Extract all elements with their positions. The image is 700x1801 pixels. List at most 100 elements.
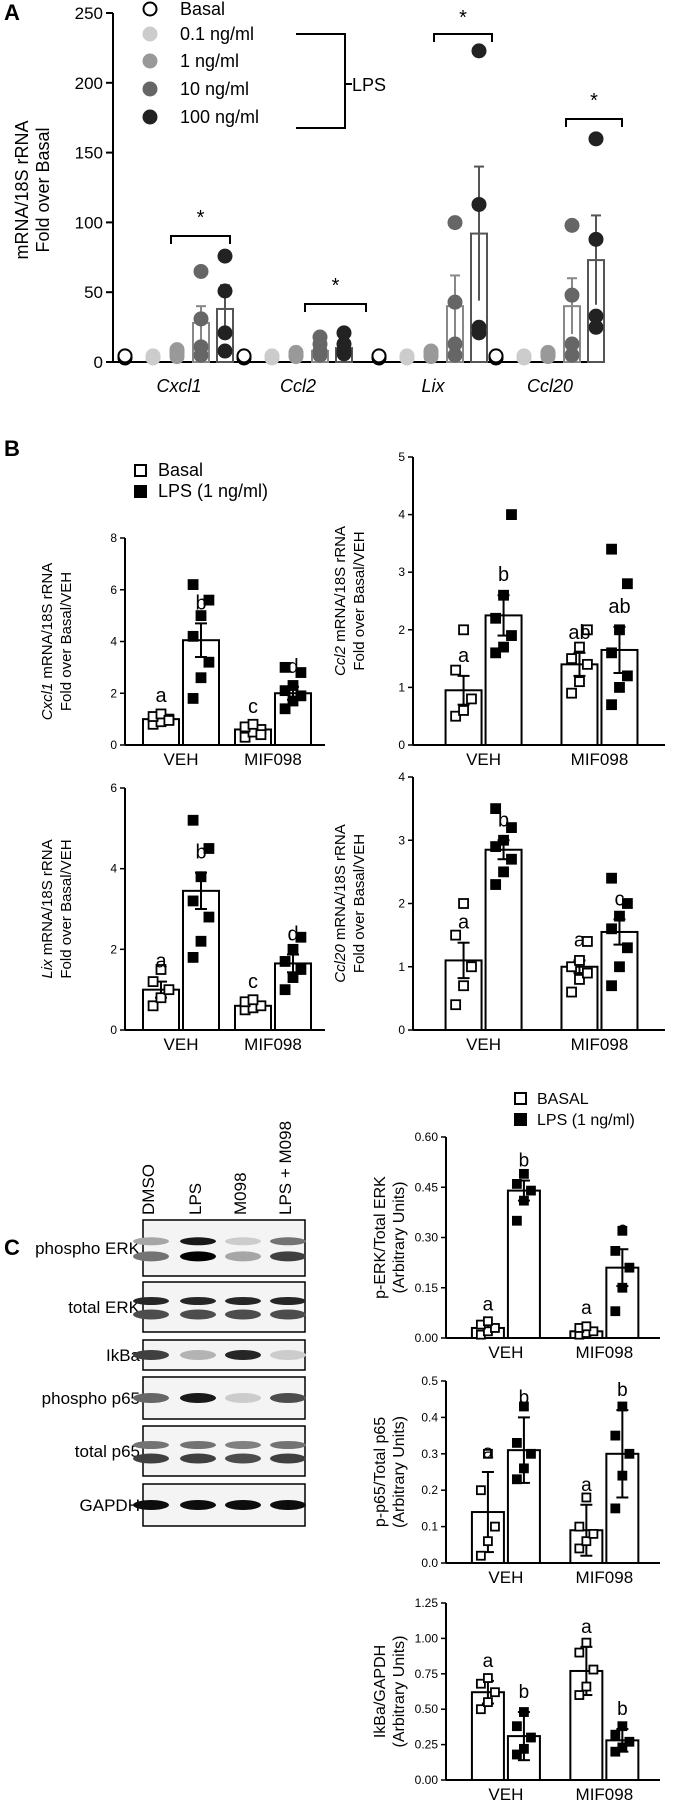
data-point [511,1437,522,1448]
y-tick-label: 4 [110,635,117,649]
data-point [511,1179,522,1189]
data-point [475,1704,486,1715]
data-point [193,263,209,279]
data-point [606,980,617,992]
data-point [458,898,469,909]
data-point [490,612,502,624]
significance-letter: b [519,1387,530,1408]
data-point [193,339,209,355]
data-point [155,964,167,975]
category-label: VEH [488,1568,523,1587]
y-tick-label: 0 [110,1023,117,1037]
data-point [187,814,199,826]
significance-bracket [170,235,231,244]
data-point [574,955,585,966]
blot-band [180,1500,216,1510]
data-point [526,1732,536,1743]
legend-marker [142,81,158,97]
lane-label: LPS [186,1183,205,1215]
y-tick-label: 0.5 [421,1374,438,1388]
blot-band [180,1297,216,1305]
blot-band [270,1393,306,1403]
y-tick-label: 2 [110,942,117,956]
data-point [279,661,291,673]
y-label-gene: Lix [39,959,56,979]
y-axis-label: p-ERK/Total ERK (Arbitrary Units) [372,1176,408,1299]
data-point [614,682,625,693]
category-label: MIF098 [571,1035,629,1054]
data-point [610,1503,621,1514]
data-point [399,348,415,364]
y-axis-label: Cxcl1 mRNA/18S rRNA Fold over Basal/VEH [39,563,75,721]
blot-band [225,1350,261,1360]
y-tick-label: 0.3 [421,1447,438,1461]
significance-star: * [197,207,205,229]
y-label-rest: mRNA/18S rRNA [39,839,56,959]
y-tick-label: 3 [398,565,405,579]
y-label-line: Fold over Basal [33,127,53,252]
data-point [624,1448,635,1459]
y-label-rest: mRNA/18S rRNA [39,563,56,683]
y-label-line: Fold over Basal/VEH [58,839,75,978]
data-point [498,641,509,653]
y-axis-label: p-p65/Total p65 (Arbitrary Units) [372,1416,408,1528]
data-point [450,710,462,722]
data-point [187,952,199,963]
y-tick-label: 6 [110,583,117,597]
data-point [606,923,617,935]
data-point [574,1521,585,1532]
data-point [581,1321,592,1332]
data-point [540,344,556,360]
data-point [519,1707,529,1717]
data-point [490,803,502,815]
data-point [169,342,185,358]
category-label: VEH [488,1785,523,1801]
category-label: MIF098 [576,1568,634,1587]
y-label-line: Lix mRNA/18S rRNA [39,839,56,978]
category-label: MIF098 [571,750,629,769]
data-point [295,931,307,943]
data-point [147,1000,159,1012]
data-point [193,311,209,327]
y-tick-label: 1 [398,680,405,694]
data-point [617,1470,628,1481]
blot-band [270,1237,306,1246]
y-tick-label: 0.1 [421,1520,438,1534]
data-point [187,895,199,907]
y-tick-label: 8 [110,531,117,545]
data-point [458,980,469,992]
subplot-b-cxcl1: 0 2 4 6 8 VEH a b MIF098 c d Cxcl1 mRNA/18S rRNA Fol… [39,531,325,769]
data-point [588,308,604,324]
y-tick-label: 4 [398,770,405,784]
data-point [287,680,299,691]
y-label-line: IkBa/GAPDH [372,1645,389,1738]
data-point [566,653,577,664]
data-point [606,647,617,659]
blot-strip [142,1425,306,1477]
data-point [450,929,462,941]
y-label-line: p-ERK/Total ERK [372,1176,389,1299]
data-point [483,1673,493,1683]
data-point [217,343,233,359]
y-label-gene: Ccl2 [332,645,349,676]
blot-band [225,1393,261,1403]
blot-band [180,1309,216,1320]
legend-marker-lps [514,1113,527,1126]
y-label-line: Ccl2 mRNA/18S rRNA [332,526,349,676]
data-point [450,999,462,1011]
y-tick-label: 0.0 [421,1556,438,1570]
significance-letter: a [458,912,470,934]
significance-star: * [332,275,340,297]
data-point [447,294,463,310]
data-point [475,1485,486,1496]
data-point [581,1637,592,1648]
data-point [506,630,517,641]
data-point [622,578,633,590]
legend-marker [142,26,158,42]
data-point [336,325,352,341]
blot-strip [142,1219,306,1277]
blot-band [180,1393,216,1403]
data-point [622,670,633,682]
significance-letter: b [519,1682,530,1703]
y-label-line: p-p65/Total p65 [372,1417,389,1527]
